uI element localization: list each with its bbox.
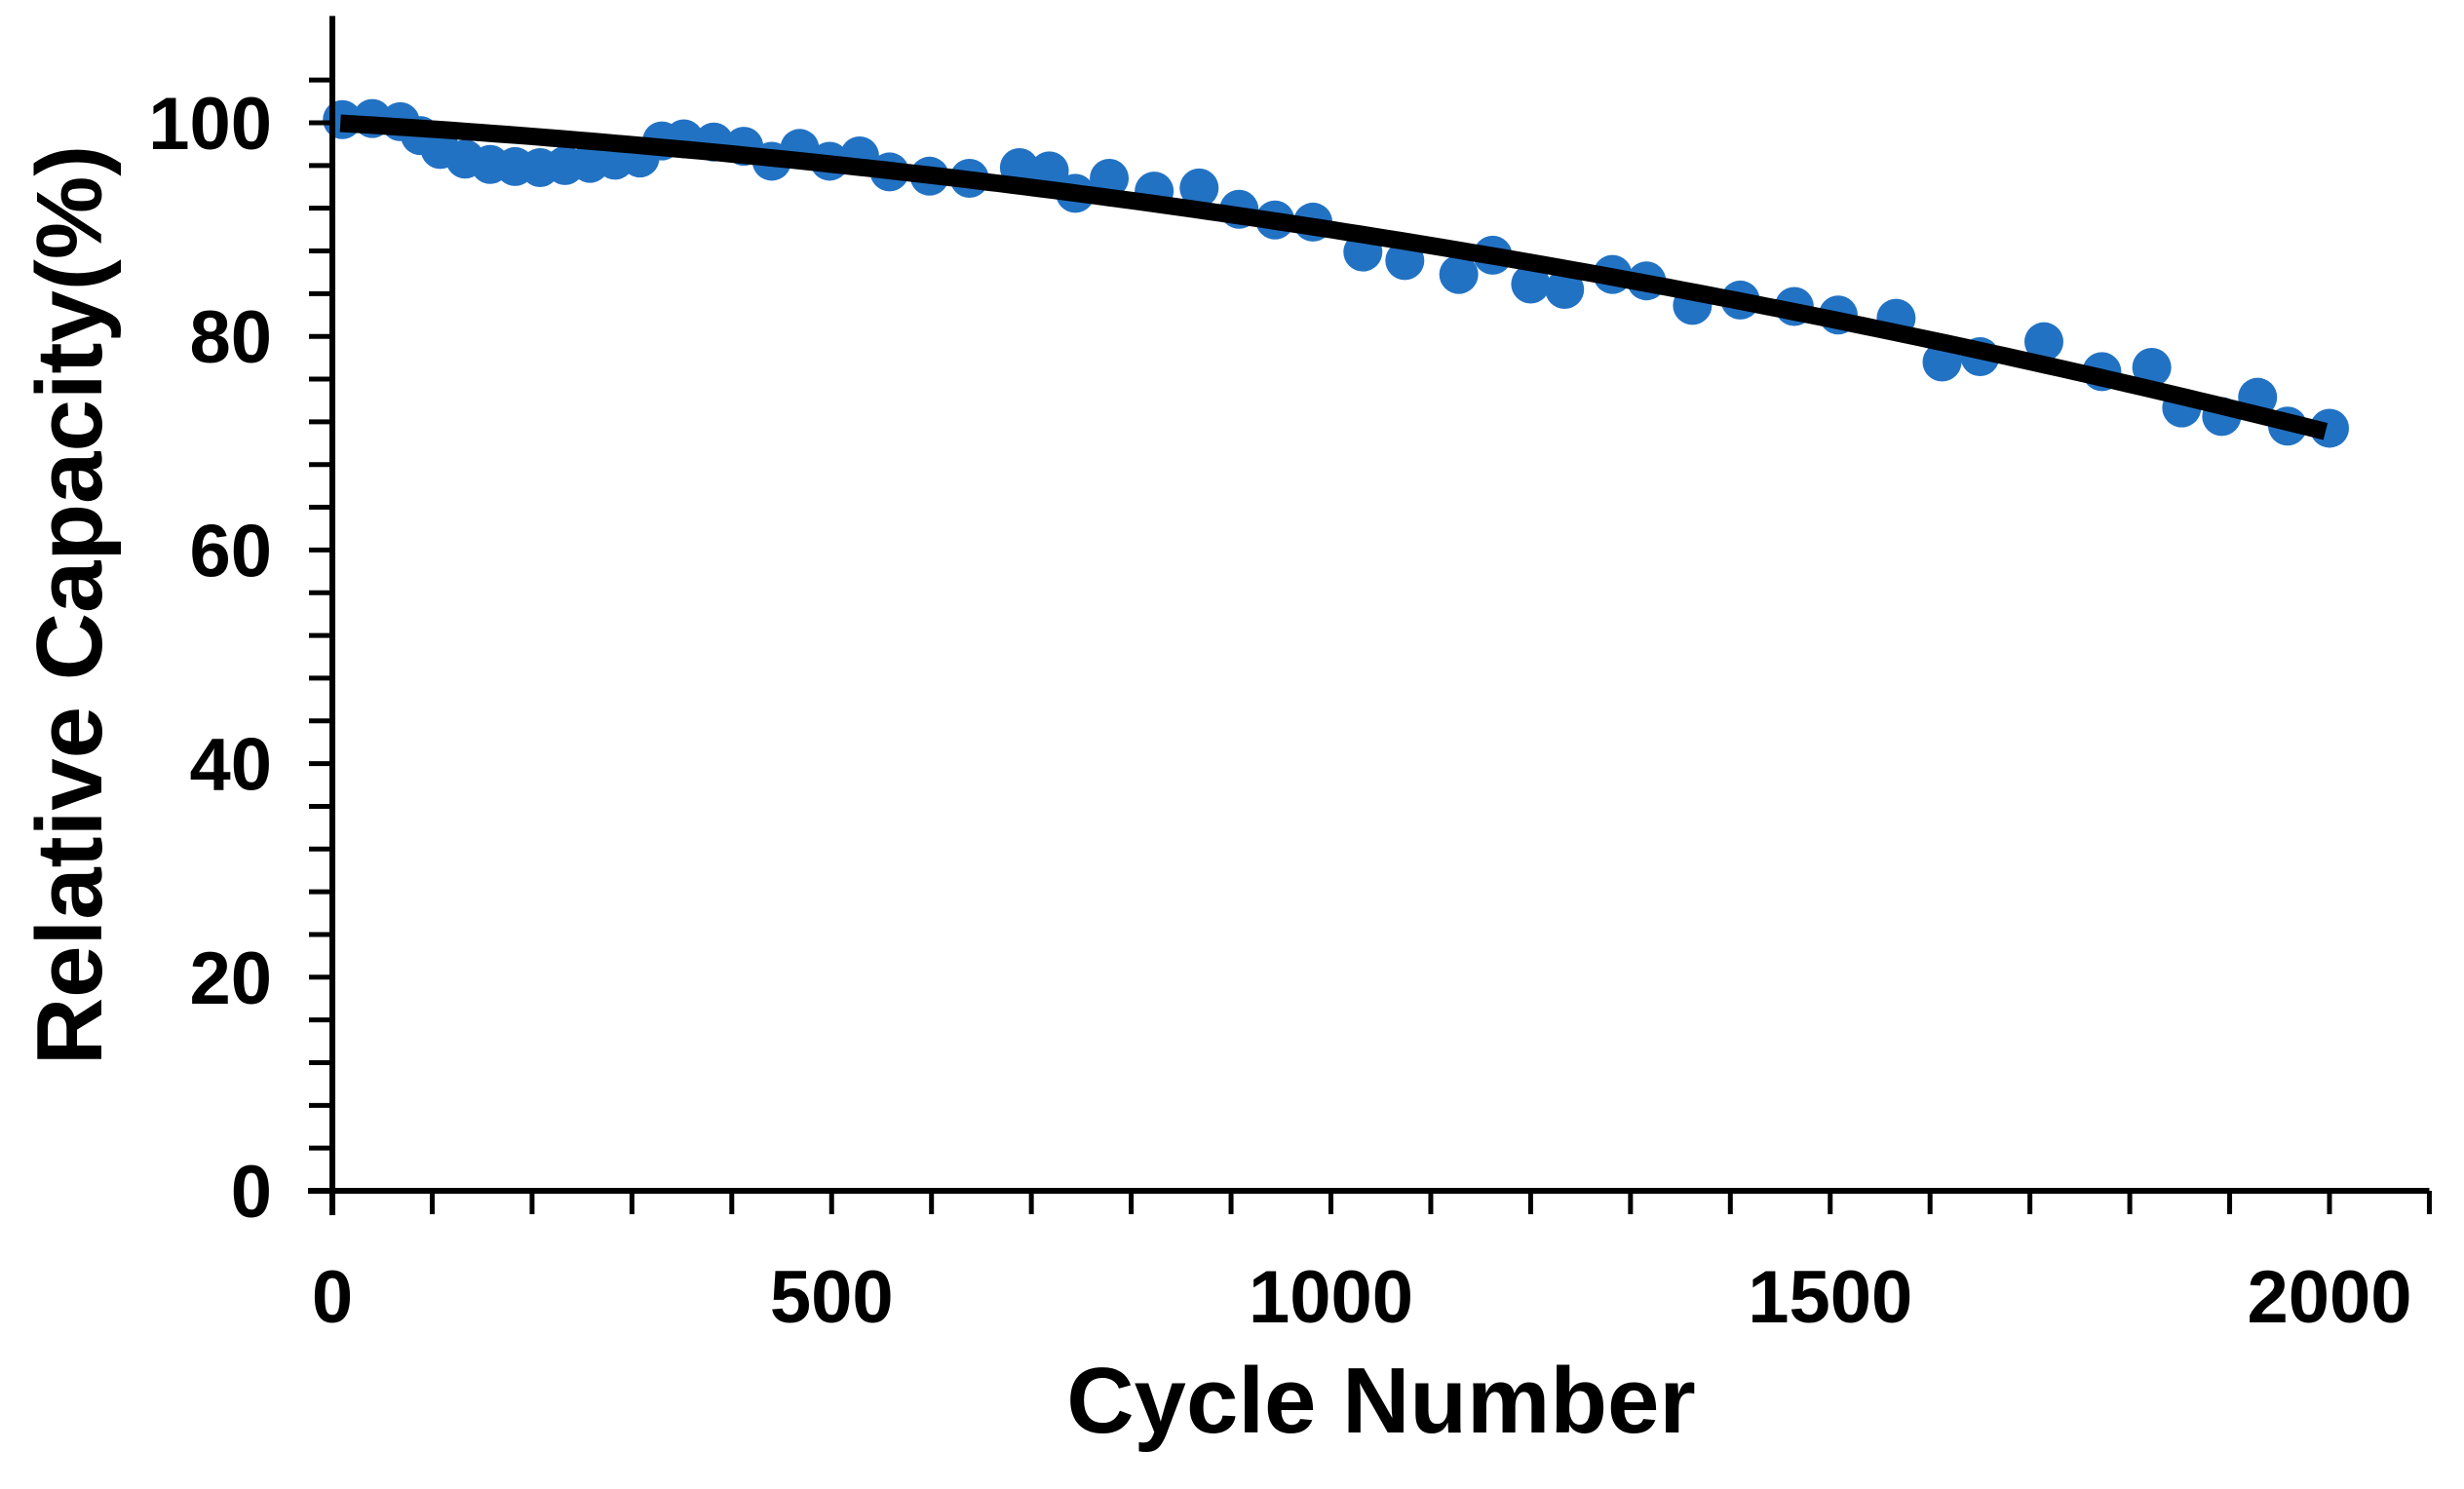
y-tick-label: 80: [189, 296, 272, 379]
x-tick-label: 2000: [2247, 1256, 2411, 1339]
y-tick-label: 20: [189, 937, 272, 1020]
y-axis-title: Relative Capacity(%): [18, 145, 122, 1065]
data-point: [1179, 168, 1219, 208]
data-point: [2132, 347, 2172, 387]
y-tick-label: 100: [148, 83, 272, 166]
data-point: [1545, 269, 1585, 309]
trend-line: [339, 114, 2329, 440]
data-point: [1511, 264, 1551, 304]
y-tick-label: 60: [189, 510, 272, 592]
x-tick-label: 1000: [1249, 1256, 1413, 1339]
x-tick-label: 1500: [1748, 1256, 1912, 1339]
trend-line-layer: [339, 114, 2329, 440]
x-axis-title: Cycle Number: [1066, 1349, 1696, 1453]
y-tick-label: 0: [231, 1151, 272, 1234]
x-tick-label: 0: [312, 1256, 353, 1339]
x-tick-label: 500: [770, 1256, 894, 1339]
data-point: [2023, 322, 2063, 362]
y-tick-label: 40: [189, 724, 272, 807]
data-point: [1439, 254, 1479, 294]
